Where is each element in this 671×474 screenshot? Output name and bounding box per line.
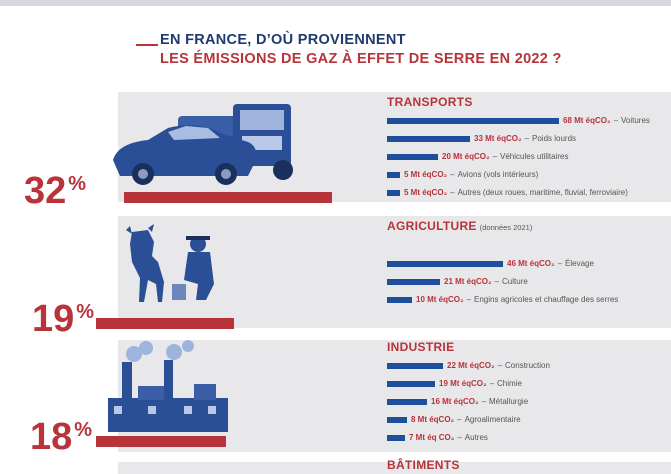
emission-category: Autres	[464, 433, 488, 442]
emission-category: Culture	[502, 277, 528, 286]
emission-bar	[387, 172, 400, 178]
agriculture-share-bar	[96, 318, 234, 329]
emission-bar	[387, 417, 407, 423]
emission-label: 20 Mt éqCO₂ – Véhicules utilitaires	[442, 152, 569, 162]
label-separator: –	[481, 397, 487, 406]
industrie-percent: 18%	[30, 416, 93, 458]
transports-heading: TRANSPORTS	[387, 95, 473, 109]
car-and-truck-illustration	[113, 104, 293, 185]
transports-percent: 32%	[24, 170, 87, 212]
emission-amount: 20 Mt éqCO₂	[442, 152, 490, 161]
emission-amount: 10 Mt éqCO₂	[416, 295, 464, 304]
emission-category: Engins agricoles et chauffage des serres	[474, 295, 619, 304]
label-separator: –	[450, 188, 455, 197]
emission-label: 8 Mt éqCO₂ – Agroalimentaire	[411, 415, 521, 425]
label-separator: –	[457, 433, 462, 442]
emission-amount: 22 Mt éqCO₂	[447, 361, 495, 370]
label-separator: –	[489, 379, 495, 388]
emission-bar	[387, 297, 412, 303]
emission-amount: 5 Mt éqCO₂	[404, 188, 448, 197]
top-divider	[0, 0, 671, 6]
emission-amount: 8 Mt éqCO₂	[411, 415, 455, 424]
emission-label: 10 Mt éqCO₂ – Engins agricoles et chauffag…	[416, 295, 618, 305]
emission-bar	[387, 261, 503, 267]
emission-amount: 46 Mt éqCO₂	[507, 259, 555, 268]
industrie-heading: INDUSTRIE	[387, 340, 455, 354]
emission-label: 21 Mt éqCO₂ – Culture	[444, 277, 528, 287]
label-separator: –	[557, 259, 563, 268]
emission-amount: 68 Mt éqCO₂	[563, 116, 611, 125]
title-accent-rule	[136, 44, 158, 46]
batiments-panel	[118, 462, 671, 474]
emission-bar	[387, 190, 400, 196]
industrie-share-bar	[96, 436, 226, 447]
emission-category: Autres (deux roues, maritime, fluvial, f…	[457, 188, 628, 197]
emission-bar	[387, 363, 443, 369]
label-separator: –	[613, 116, 619, 125]
label-separator: –	[457, 415, 462, 424]
emission-label: 19 Mt éqCO₂ – Chimie	[439, 379, 522, 389]
emission-label: 46 Mt éqCO₂ – Élevage	[507, 259, 594, 269]
emission-amount: 7 Mt éq CO₂	[409, 433, 455, 442]
transports-share-bar	[124, 192, 332, 203]
emission-amount: 19 Mt éqCO₂	[439, 379, 487, 388]
emission-bar	[387, 399, 427, 405]
emission-label: 22 Mt éqCO₂ – Construction	[447, 361, 550, 371]
page-title-line-2: LES ÉMISSIONS DE GAZ À EFFET DE SERRE EN…	[160, 51, 562, 67]
agriculture-heading: AGRICULTURE (données 2021)	[387, 219, 533, 233]
agriculture-percent: 19%	[32, 298, 95, 340]
emission-bar	[387, 154, 438, 160]
emission-amount: 33 Mt éqCO₂	[474, 134, 522, 143]
emission-amount: 21 Mt éqCO₂	[444, 277, 492, 286]
emission-label: 16 Mt éqCO₂ – Métallurgie	[431, 397, 528, 407]
emission-category: Métallurgie	[489, 397, 529, 406]
label-separator: –	[494, 277, 500, 286]
label-separator: –	[450, 170, 455, 179]
factory-illustration	[108, 340, 228, 432]
emission-label: 68 Mt éqCO₂ – Voitures	[563, 116, 650, 126]
emission-bar	[387, 381, 435, 387]
label-separator: –	[466, 295, 472, 304]
emission-label: 7 Mt éq CO₂ – Autres	[409, 433, 488, 443]
emission-category: Véhicules utilitaires	[500, 152, 569, 161]
emission-amount: 16 Mt éqCO₂	[431, 397, 479, 406]
emission-category: Agroalimentaire	[464, 415, 521, 424]
emission-category: Avions (vols intérieurs)	[457, 170, 539, 179]
emission-bar	[387, 118, 559, 124]
page-title-line-1: EN FRANCE, D’OÙ PROVIENNENT	[160, 32, 406, 48]
emission-label: 5 Mt éqCO₂ – Autres (deux roues, maritime,…	[404, 188, 628, 198]
emission-bar	[387, 279, 440, 285]
label-separator: –	[524, 134, 530, 143]
emission-label: 5 Mt éqCO₂ – Avions (vols intérieurs)	[404, 170, 538, 180]
label-separator: –	[492, 152, 498, 161]
emission-bar	[387, 136, 470, 142]
emission-bar	[387, 435, 405, 441]
emission-amount: 5 Mt éqCO₂	[404, 170, 448, 179]
emission-label: 33 Mt éqCO₂ – Poids lourds	[474, 134, 576, 144]
emission-category: Chimie	[497, 379, 522, 388]
emission-category: Voitures	[621, 116, 650, 125]
emission-category: Construction	[505, 361, 550, 370]
emission-category: Élevage	[565, 259, 594, 268]
agriculture-data-year-note: (données 2021)	[479, 223, 533, 232]
emission-category: Poids lourds	[532, 134, 577, 143]
cow-and-farmer-illustration	[126, 224, 214, 302]
batiments-heading: BÂTIMENTS	[387, 458, 460, 472]
label-separator: –	[497, 361, 503, 370]
